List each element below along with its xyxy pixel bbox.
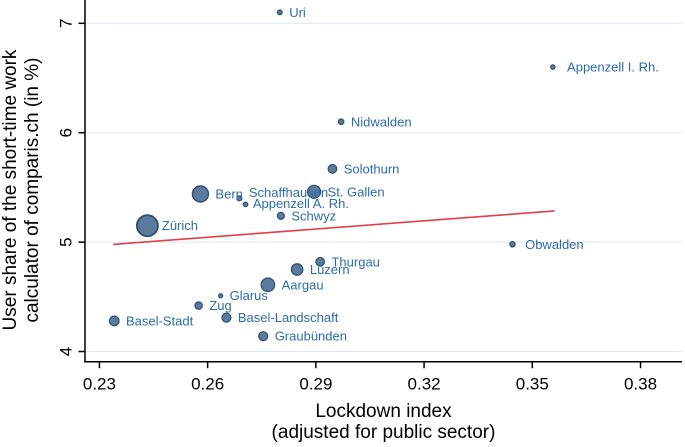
point-label: Obwalden: [525, 237, 584, 252]
data-point-uri: [276, 9, 283, 16]
point-label: Zürich: [162, 218, 198, 233]
tick-marks: [78, 22, 642, 369]
x-tick-label: 0.32: [408, 375, 441, 394]
data-point-basel-landschaft: [221, 312, 232, 323]
y-tick-label: 4: [57, 347, 76, 356]
point-label: Uri: [289, 5, 306, 20]
point-label: Bern: [215, 186, 242, 201]
point-label: Glarus: [230, 288, 269, 303]
data-point-obwalden: [509, 241, 516, 248]
axes: [84, 0, 682, 363]
trend-line: [113, 210, 555, 246]
x-tick-label: 0.29: [299, 375, 332, 394]
data-point-thurgau: [315, 256, 326, 267]
point-label: Basel-Stadt: [126, 313, 194, 328]
point-label: St. Gallen: [328, 184, 385, 199]
point-label: Basel-Landschaft: [238, 310, 339, 325]
x-tick-label: 0.23: [83, 375, 116, 394]
y-axis-title-line2: calculator of comparis.ch (in %): [22, 57, 43, 323]
x-tick-label: 0.26: [191, 375, 224, 394]
data-point-schwyz: [276, 211, 285, 220]
point-label: Luzern: [310, 262, 350, 277]
data-point-z-rich: [135, 214, 159, 238]
data-point-zug: [194, 301, 203, 310]
x-axis-title-line2: (adjusted for public sector): [271, 422, 496, 443]
x-axis-title-line1: Lockdown index: [315, 401, 452, 422]
point-label: Graubünden: [275, 329, 347, 344]
point-label: Schwyz: [291, 208, 336, 223]
point-label: Thurgau: [331, 254, 379, 269]
point-label: Aargau: [282, 277, 324, 292]
point-label: Schaffhausen: [249, 185, 328, 200]
data-point-st-gallen: [306, 184, 322, 199]
x-tick-label: 0.38: [624, 375, 657, 394]
data-point-bern: [191, 185, 210, 203]
data-point-luzern: [290, 263, 304, 276]
point-label: Zug: [209, 298, 231, 313]
point-label: Appenzell A. Rh.: [253, 196, 349, 211]
data-point-schaffhausen: [236, 195, 243, 202]
y-tick-label: 5: [57, 237, 76, 246]
point-label: Appenzell I. Rh.: [567, 60, 659, 75]
data-point-glarus: [218, 293, 224, 299]
point-label: Solothurn: [344, 161, 400, 176]
y-tick-label: 7: [57, 19, 76, 28]
trend-layer: [113, 210, 555, 246]
point-labels: Uri Appenzell I. Rh. Nidwalden Solothurn Ber…: [126, 5, 659, 344]
data-point-solothurn: [327, 163, 338, 174]
point-label: Nidwalden: [351, 114, 412, 129]
data-point-basel-stadt: [108, 315, 120, 327]
y-axis-title-line1: User share of the short-time work: [0, 49, 21, 331]
data-point-appenzell-a-rh-: [242, 201, 249, 208]
data-point-nidwalden: [337, 118, 345, 126]
x-axis-title: Lockdown index (adjusted for public sect…: [85, 401, 682, 443]
gridlines: [85, 22, 682, 353]
y-tick-label: 6: [57, 128, 76, 137]
x-tick-label: 0.35: [516, 375, 549, 394]
data-point-aargau: [260, 277, 276, 293]
y-axis-title: User share of the short-time work calcul…: [0, 25, 52, 355]
data-point-graub-nden: [258, 331, 269, 342]
data-points: [108, 9, 556, 342]
tick-labels: 0.23 0.26 0.29 0.32 0.35 0.38 4 5 6 7: [57, 19, 658, 394]
data-point-appenzell-i-rh-: [550, 64, 556, 70]
